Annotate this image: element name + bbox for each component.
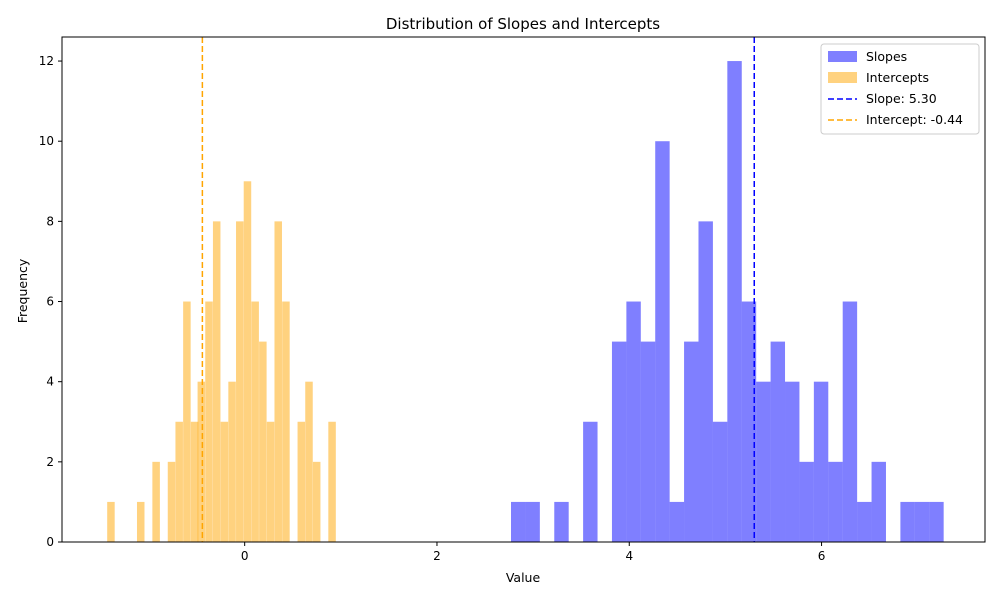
legend: Slopes Intercepts Slope: 5.30 Intercept: -0… — [820, 43, 980, 135]
y-tick-label: 0 — [46, 535, 54, 549]
intercepts-bar — [212, 221, 221, 542]
legend-slope-line-label: Slope: 5.30 — [866, 91, 937, 106]
y-tick-label: 4 — [46, 375, 54, 389]
x-tick-label: 4 — [625, 549, 633, 563]
plot-frame — [61, 36, 986, 543]
slopes-bar — [511, 501, 526, 542]
slopes-bar — [813, 381, 829, 542]
slopes-bar — [698, 221, 713, 542]
legend-slopes-swatch — [828, 51, 857, 62]
slopes-bar — [684, 341, 699, 542]
slopes-bar — [727, 61, 742, 543]
intercepts-bar — [312, 461, 321, 542]
slopes-bar — [900, 501, 915, 542]
intercepts-bar — [266, 421, 275, 542]
y-tick-label: 6 — [46, 295, 54, 309]
legend-slope-line: Slope: 5.30 — [828, 91, 937, 106]
slopes-bar — [828, 461, 843, 542]
slopes-bar — [756, 381, 771, 542]
slopes-bar — [929, 501, 944, 542]
intercepts-bar — [236, 221, 244, 542]
intercepts-bar — [190, 421, 199, 542]
slopes-bar — [525, 501, 540, 542]
slopes-bar — [583, 421, 598, 542]
y-tick-label: 8 — [46, 214, 54, 228]
slopes-bar — [554, 501, 569, 542]
slopes-bar — [914, 501, 930, 542]
y-axis-label: Frequency — [15, 258, 30, 323]
slopes-bar — [785, 381, 800, 542]
x-tick-label: 6 — [818, 549, 826, 563]
slopes-bar — [770, 341, 786, 542]
y-tick-label: 2 — [46, 455, 54, 469]
intercepts-bar — [228, 381, 236, 542]
intercepts-bar — [167, 461, 176, 542]
legend-intercepts: Intercepts — [828, 70, 929, 85]
intercepts-bar — [183, 301, 191, 542]
intercepts-bar — [282, 301, 290, 542]
slopes-bar — [857, 501, 872, 542]
legend-slopes-label: Slopes — [866, 49, 907, 64]
intercepts-bar — [259, 341, 267, 542]
slopes-bar — [640, 341, 656, 542]
legend-intercepts-label: Intercepts — [866, 70, 929, 85]
intercepts-bar — [107, 501, 115, 542]
intercepts-bar — [175, 421, 183, 542]
bars-layer — [107, 61, 944, 543]
y-tick-label: 12 — [39, 54, 54, 68]
intercepts-bar — [243, 181, 252, 543]
x-tick-label: 0 — [241, 549, 249, 563]
slopes-bar — [669, 501, 685, 542]
slopes-bar — [712, 421, 728, 542]
slopes-bar — [655, 141, 670, 542]
slopes-bar — [871, 461, 886, 542]
legend-box — [820, 43, 980, 135]
intercepts-bar — [297, 421, 306, 542]
reference-lines-layer — [201, 37, 755, 542]
slopes-bar — [842, 301, 858, 542]
intercepts-bar — [328, 421, 336, 542]
intercepts-bar — [136, 501, 145, 542]
legend-intercept-line: Intercept: -0.44 — [828, 112, 963, 127]
slopes-bar — [626, 301, 641, 542]
legend-intercept-line-label: Intercept: -0.44 — [866, 112, 963, 127]
intercepts-bar — [205, 301, 213, 542]
intercepts-bar — [251, 301, 259, 542]
y-tick-label: 10 — [39, 134, 54, 148]
intercepts-bar — [305, 381, 313, 542]
intercepts-bar — [274, 221, 282, 542]
legend-intercepts-swatch — [828, 72, 857, 83]
chart-title: Distribution of Slopes and Intercepts — [386, 15, 660, 33]
slopes-bar — [799, 461, 814, 542]
x-tick-label: 2 — [433, 549, 441, 563]
intercepts-bar — [152, 461, 160, 542]
intercepts-bar — [197, 381, 206, 542]
slopes-bar — [611, 341, 627, 542]
x-axis-label: Value — [506, 570, 541, 585]
slopes-bar — [741, 301, 757, 542]
intercepts-bar — [220, 421, 229, 542]
axes-layer: 0 2 4 6 0 2 4 6 8 10 12 — [39, 36, 986, 563]
legend-slopes: Slopes — [828, 49, 907, 64]
